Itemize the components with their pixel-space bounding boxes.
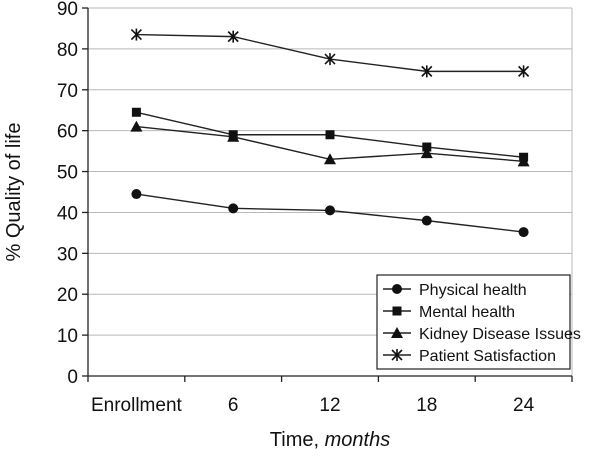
- legend-item: Mental health: [383, 304, 515, 321]
- legend-label: Physical health: [419, 282, 527, 299]
- series-line: [136, 33, 524, 73]
- legend-label: Kidney Disease Issues: [419, 326, 581, 343]
- x-tick-label: Enrollment: [91, 395, 183, 416]
- y-axis-title: % Quality of life: [3, 123, 25, 262]
- x-tick-label: 18: [416, 395, 437, 416]
- y-tick-label: 30: [57, 244, 78, 265]
- data-point-circle: [325, 205, 335, 216]
- legend-item: Kidney Disease Issues: [383, 326, 581, 343]
- y-tick-label: 0: [67, 367, 78, 388]
- x-axis-title: Time, months: [270, 429, 390, 451]
- data-point-circle: [228, 203, 239, 214]
- y-tick-label: 80: [57, 40, 78, 61]
- data-point-square: [422, 142, 432, 152]
- legend-label: Patient Satisfaction: [419, 348, 556, 365]
- data-point-asterisk: [518, 65, 530, 78]
- x-axis-title-unit: months: [325, 429, 391, 451]
- legend-marker-square: [392, 306, 402, 316]
- y-tick-label: 70: [57, 81, 78, 102]
- legend-marker-asterisk: [391, 349, 403, 361]
- legend-item: Physical health: [383, 282, 527, 299]
- legend-marker-triangle: [391, 327, 403, 338]
- data-point-asterisk: [421, 65, 433, 78]
- y-tick-label: 50: [57, 163, 78, 184]
- data-point-asterisk: [130, 28, 142, 41]
- legend-label: Mental health: [419, 304, 515, 321]
- y-tick-label: 90: [57, 0, 78, 20]
- x-tick-label: 6: [228, 395, 239, 416]
- axes: [82, 7, 573, 382]
- x-tick-labels: Enrollment 6 12 18 24: [91, 395, 535, 416]
- data-point-square: [131, 107, 141, 117]
- y-tick-labels: 0 10 20 30 40 50 60 70 80 90: [57, 0, 78, 388]
- data-point-circle: [518, 227, 529, 238]
- data-point-triangle: [420, 147, 433, 159]
- data-point-asterisk: [324, 53, 336, 66]
- data-point-triangle: [324, 153, 336, 165]
- series-triangle: [130, 120, 530, 167]
- data-point-triangle: [227, 130, 240, 142]
- legend-box: [376, 274, 571, 370]
- series-circle: [131, 189, 529, 238]
- y-tick-label: 40: [57, 203, 78, 224]
- series-asterisk: [130, 28, 530, 78]
- x-axis-title-prefix: Time,: [270, 429, 325, 451]
- legend-marker-circle: [392, 284, 402, 294]
- y-tick-label: 10: [57, 326, 78, 347]
- legend-item: Patient Satisfaction: [383, 348, 556, 365]
- data-point-circle: [131, 189, 142, 200]
- y-tick-label: 60: [57, 122, 78, 143]
- series-group: [130, 28, 530, 238]
- x-tick-label: 12: [319, 395, 340, 416]
- data-point-circle: [421, 215, 432, 226]
- y-tick-label: 20: [57, 285, 78, 306]
- x-tick-label: 24: [513, 395, 535, 416]
- data-point-square: [325, 130, 335, 140]
- legend: Physical health Mental health Kidney Disea…: [376, 274, 581, 370]
- data-point-asterisk: [227, 30, 239, 43]
- data-point-triangle: [517, 155, 530, 167]
- data-point-triangle: [130, 120, 143, 132]
